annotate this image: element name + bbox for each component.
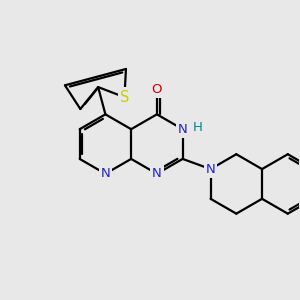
Text: N: N bbox=[100, 167, 110, 180]
Text: N: N bbox=[152, 167, 162, 180]
Text: S: S bbox=[120, 90, 129, 105]
Text: N: N bbox=[206, 163, 215, 176]
Text: O: O bbox=[152, 83, 162, 97]
Text: H: H bbox=[193, 121, 203, 134]
Text: N: N bbox=[178, 123, 188, 136]
